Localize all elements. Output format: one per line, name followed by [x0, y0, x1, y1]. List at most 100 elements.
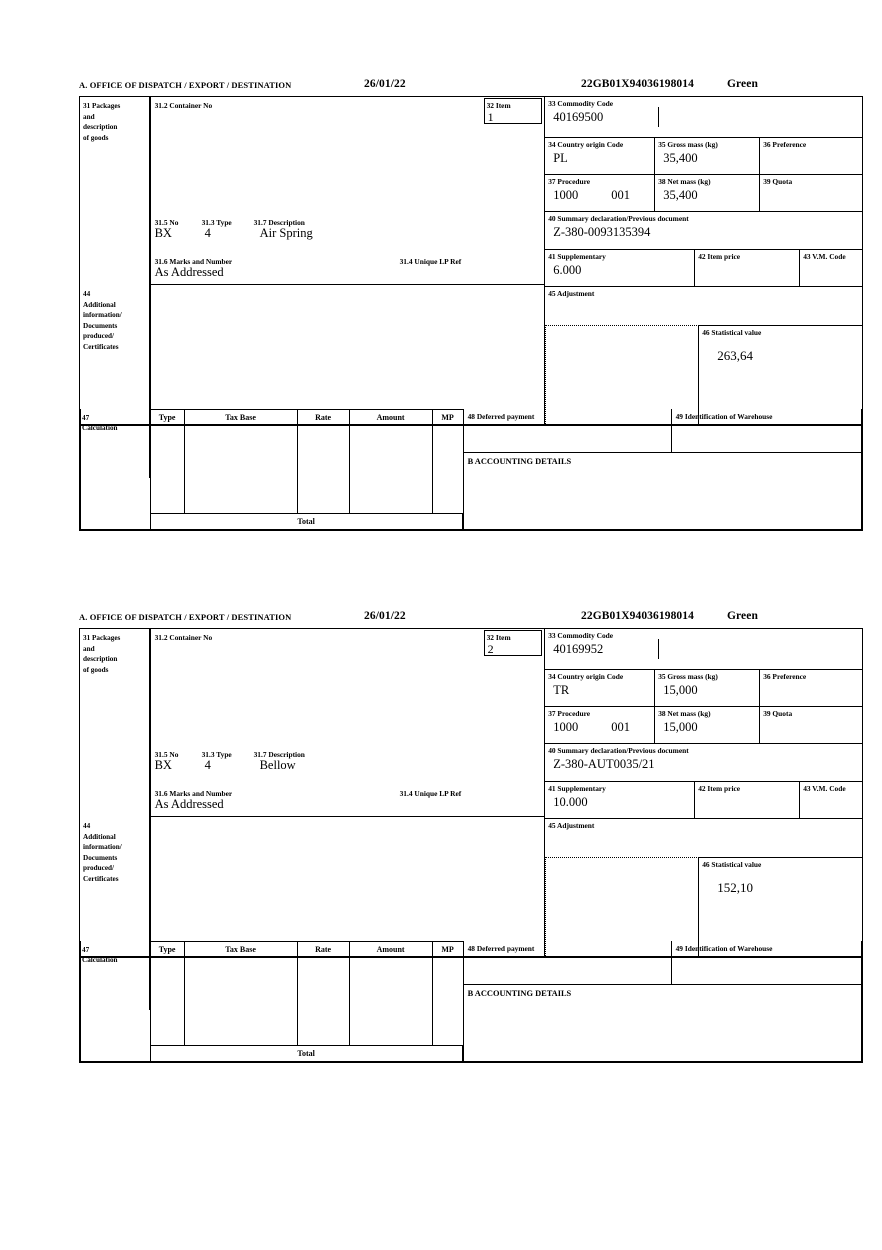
field-41-supplementary-2: 41 Supplementary 10.000	[545, 782, 696, 819]
field-31-5-value: BX	[154, 226, 172, 240]
divider-left-2	[149, 629, 151, 1010]
field-32-label: 32 Item	[486, 101, 511, 110]
form-bottom-1: 47 Calculation Type Tax Base Rate Amount …	[79, 408, 863, 531]
form-header-2: A. OFFICE OF DISPATCH / EXPORT / DESTINA…	[79, 610, 863, 628]
form-header-1: A. OFFICE OF DISPATCH / EXPORT / DESTINA…	[79, 78, 863, 96]
calc-col-rate-label-2: Rate	[315, 944, 332, 954]
field-38-label: 38 Net mass (kg)	[658, 177, 711, 186]
calc-cell-tax-base-2	[185, 957, 298, 1045]
dotted-divider-left-2	[545, 857, 547, 956]
field-45-label-2: 45 Adjustment	[548, 821, 595, 830]
calc-cell-amount-2	[350, 957, 433, 1045]
field-40-value: Z-380-0093135394	[553, 225, 651, 239]
frame-bottom-edge	[79, 529, 863, 531]
divider-above-field-47-2	[80, 956, 862, 958]
field-46-statistical-value: 46 Statistical value 263,64	[698, 325, 863, 424]
field-31-2-container-label: 31.2 Container No	[154, 101, 213, 110]
field-39-label: 39 Quota	[763, 177, 793, 186]
field-41-value-2: 10.000	[553, 795, 588, 809]
field-43-label: 43 V.M. Code	[803, 252, 846, 261]
field-48-deferred-payment-2: 48 Deferred payment	[462, 940, 672, 985]
field-33-label-2: 33 Commodity Code	[548, 631, 614, 640]
field-31-label: 31 Packages and description of goods	[83, 102, 121, 142]
field-37-procedure-2: 37 Procedure 1000 001	[545, 707, 656, 744]
frame-right-bottom	[861, 408, 863, 531]
field-47-label: 47 Calculation	[82, 413, 118, 433]
field-44-label-2: 44 Additional information/Documents produce…	[83, 822, 122, 883]
field-46-value-2: 152,10	[717, 880, 753, 895]
field-36-label-2: 36 Preference	[763, 672, 807, 681]
calc-col-tax-base-2: Tax Base	[185, 941, 298, 957]
field-41-value: 6.000	[553, 263, 582, 277]
field-31-3-value-2: 4	[204, 758, 211, 772]
field-36-label: 36 Preference	[763, 140, 807, 149]
calc-total-label-2: Total	[297, 1048, 315, 1058]
calc-col-amount-label: Amount	[376, 412, 405, 422]
field-46-label: 46 Statistical value	[702, 328, 762, 337]
field-31-packages-block-2: 31.2 Container No 32 Item 2 31.5 No 31.3…	[151, 629, 544, 816]
field-32-value: 1	[487, 110, 494, 124]
field-31-7-label-2: 31.7 Description	[253, 750, 305, 759]
calc-cell-type	[151, 425, 185, 513]
dotted-divider-left	[545, 325, 547, 424]
field-31-3-value: 4	[204, 226, 211, 240]
field-37-additional-value: 001	[611, 188, 630, 202]
field-32-value-2: 2	[487, 642, 494, 656]
field-38-net-mass: 38 Net mass (kg) 35,400	[655, 175, 761, 212]
calculation-total-row-2: Total	[149, 1044, 463, 1062]
field-31-6-label: 31.6 Marks and Number	[154, 257, 233, 266]
field-41-label: 41 Supplementary	[548, 252, 606, 261]
field-34-country-origin: 34 Country origin Code PL	[545, 138, 656, 175]
field-35-label: 35 Gross mass (kg)	[658, 140, 718, 149]
field-31-5-value-2: BX	[154, 758, 172, 772]
field-32-item-box-2: 32 Item 2	[483, 630, 542, 656]
field-38-value-2: 15,000	[663, 720, 698, 734]
field-44-content-area	[151, 285, 544, 424]
field-31-3-label: 31.3 Type	[201, 218, 232, 227]
field-39-label-2: 39 Quota	[763, 709, 793, 718]
field-35-gross-mass: 35 Gross mass (kg) 35,400	[655, 138, 761, 175]
field-49-label-2: 49 Identification of Warehouse	[675, 943, 773, 953]
calc-cell-mp	[433, 425, 464, 513]
office-of-dispatch-label-2: A. OFFICE OF DISPATCH / EXPORT / DESTINA…	[79, 612, 292, 622]
field-48-label-2: 48 Deferred payment	[467, 943, 535, 953]
field-31-4-label-2: 31.4 Unique LP Ref	[399, 789, 462, 798]
calc-col-rate-label: Rate	[315, 412, 332, 422]
left-label-column-bottom: 47 Calculation	[79, 409, 148, 531]
calc-total-label: Total	[297, 516, 315, 526]
field-33-label: 33 Commodity Code	[548, 99, 614, 108]
field-31-6-value: As Addressed	[154, 265, 224, 279]
field-37-additional-value-2: 001	[611, 720, 630, 734]
frame-right-bottom-2	[861, 940, 863, 1063]
field-44-content-area-2	[151, 817, 544, 956]
field-36-preference-2: 36 Preference	[760, 670, 863, 707]
field-43-vm-code: 43 V.M. Code	[800, 250, 863, 287]
field-31-6-value-2: As Addressed	[154, 797, 224, 811]
field-33-divider-tick-2	[658, 639, 660, 659]
declaration-item-form-1: A. OFFICE OF DISPATCH / EXPORT / DESTINA…	[79, 78, 863, 531]
right-fields-column-2: 33 Commodity Code 40169952 34 Country or…	[545, 629, 863, 956]
calculation-body-row-2	[149, 957, 464, 1045]
frame-left-bottom-2	[79, 940, 81, 1063]
left-label-column: 31 Packages and description of goods 44 Addi…	[80, 97, 149, 478]
field-31-5-label: 31.5 No	[154, 218, 179, 227]
field-32-label-2: 32 Item	[486, 633, 511, 642]
calc-col-tax-base-label-2: Tax Base	[225, 944, 256, 954]
field-40-summary-declaration: 40 Summary declaration/Previous document…	[545, 212, 863, 250]
field-37-label-2: 37 Procedure	[548, 709, 590, 718]
calc-col-mp: MP	[433, 409, 464, 425]
field-44-label: 44 Additional information/Documents produce…	[83, 290, 122, 351]
field-49-warehouse-id-2: 49 Identification of Warehouse	[671, 941, 862, 985]
field-34-country-origin-2: 34 Country origin Code TR	[545, 670, 656, 707]
field-49-label: 49 Identification of Warehouse	[675, 411, 773, 421]
field-38-net-mass-2: 38 Net mass (kg) 15,000	[655, 707, 761, 744]
field-39-quota: 39 Quota	[760, 175, 863, 212]
field-35-value-2: 15,000	[663, 683, 698, 697]
route-status-2: Green	[727, 610, 758, 622]
divider-middle-2	[543, 629, 546, 956]
declaration-date: 26/01/22	[364, 78, 406, 90]
calc-cell-rate	[298, 425, 350, 513]
field-46-value: 263,64	[717, 348, 753, 363]
divider-middle	[543, 97, 546, 424]
